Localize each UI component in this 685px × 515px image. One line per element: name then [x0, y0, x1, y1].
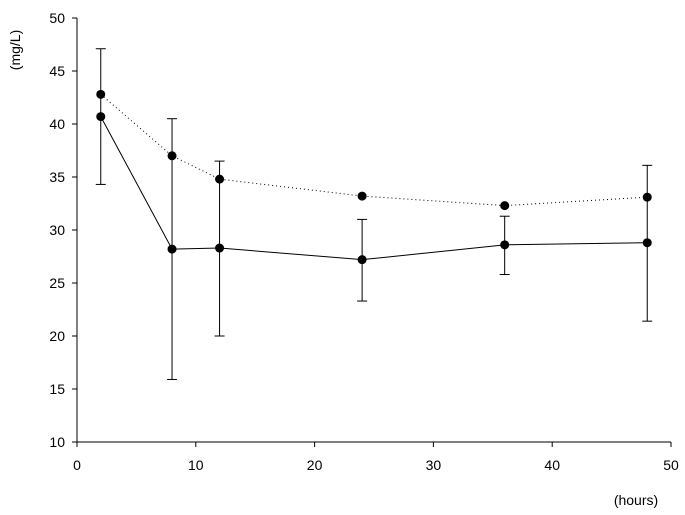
- x-tick-label: 50: [663, 457, 679, 473]
- series-line: [100, 93, 648, 207]
- data-point: [167, 151, 177, 161]
- data-point: [357, 255, 367, 265]
- y-tick-label: 50: [49, 10, 65, 26]
- y-tick-label: 40: [49, 116, 65, 132]
- axes: 10 15 20 25 30 35 40 45 50 0 10 20 30 40 50: [49, 10, 679, 473]
- y-tick-label: 20: [49, 328, 65, 344]
- x-tick-label: 40: [544, 457, 560, 473]
- data-point: [167, 244, 177, 254]
- data-point: [642, 238, 652, 248]
- x-axis-label: (hours): [614, 492, 658, 508]
- series-layer: [95, 48, 653, 380]
- x-tick-label: 30: [426, 457, 442, 473]
- y-tick-label: 45: [49, 63, 65, 79]
- y-tick-label: 35: [49, 169, 65, 185]
- series-line: [100, 116, 648, 261]
- data-point: [215, 243, 225, 253]
- series-1: [95, 48, 653, 380]
- data-point: [500, 240, 510, 250]
- x-tick-label: 0: [73, 457, 81, 473]
- y-tick-label: 30: [49, 222, 65, 238]
- data-point: [357, 191, 367, 201]
- y-tick-label: 10: [49, 434, 65, 450]
- data-point: [642, 192, 652, 202]
- x-tick-label: 20: [307, 457, 323, 473]
- y-tick-label: 15: [49, 381, 65, 397]
- data-point: [500, 201, 510, 211]
- series-2: [96, 89, 652, 211]
- y-tick-label: 25: [49, 275, 65, 291]
- y-axis-label: (mg/L): [7, 30, 23, 70]
- x-tick-label: 10: [188, 457, 204, 473]
- data-point: [96, 112, 106, 122]
- data-point: [96, 89, 106, 99]
- data-point: [215, 174, 225, 184]
